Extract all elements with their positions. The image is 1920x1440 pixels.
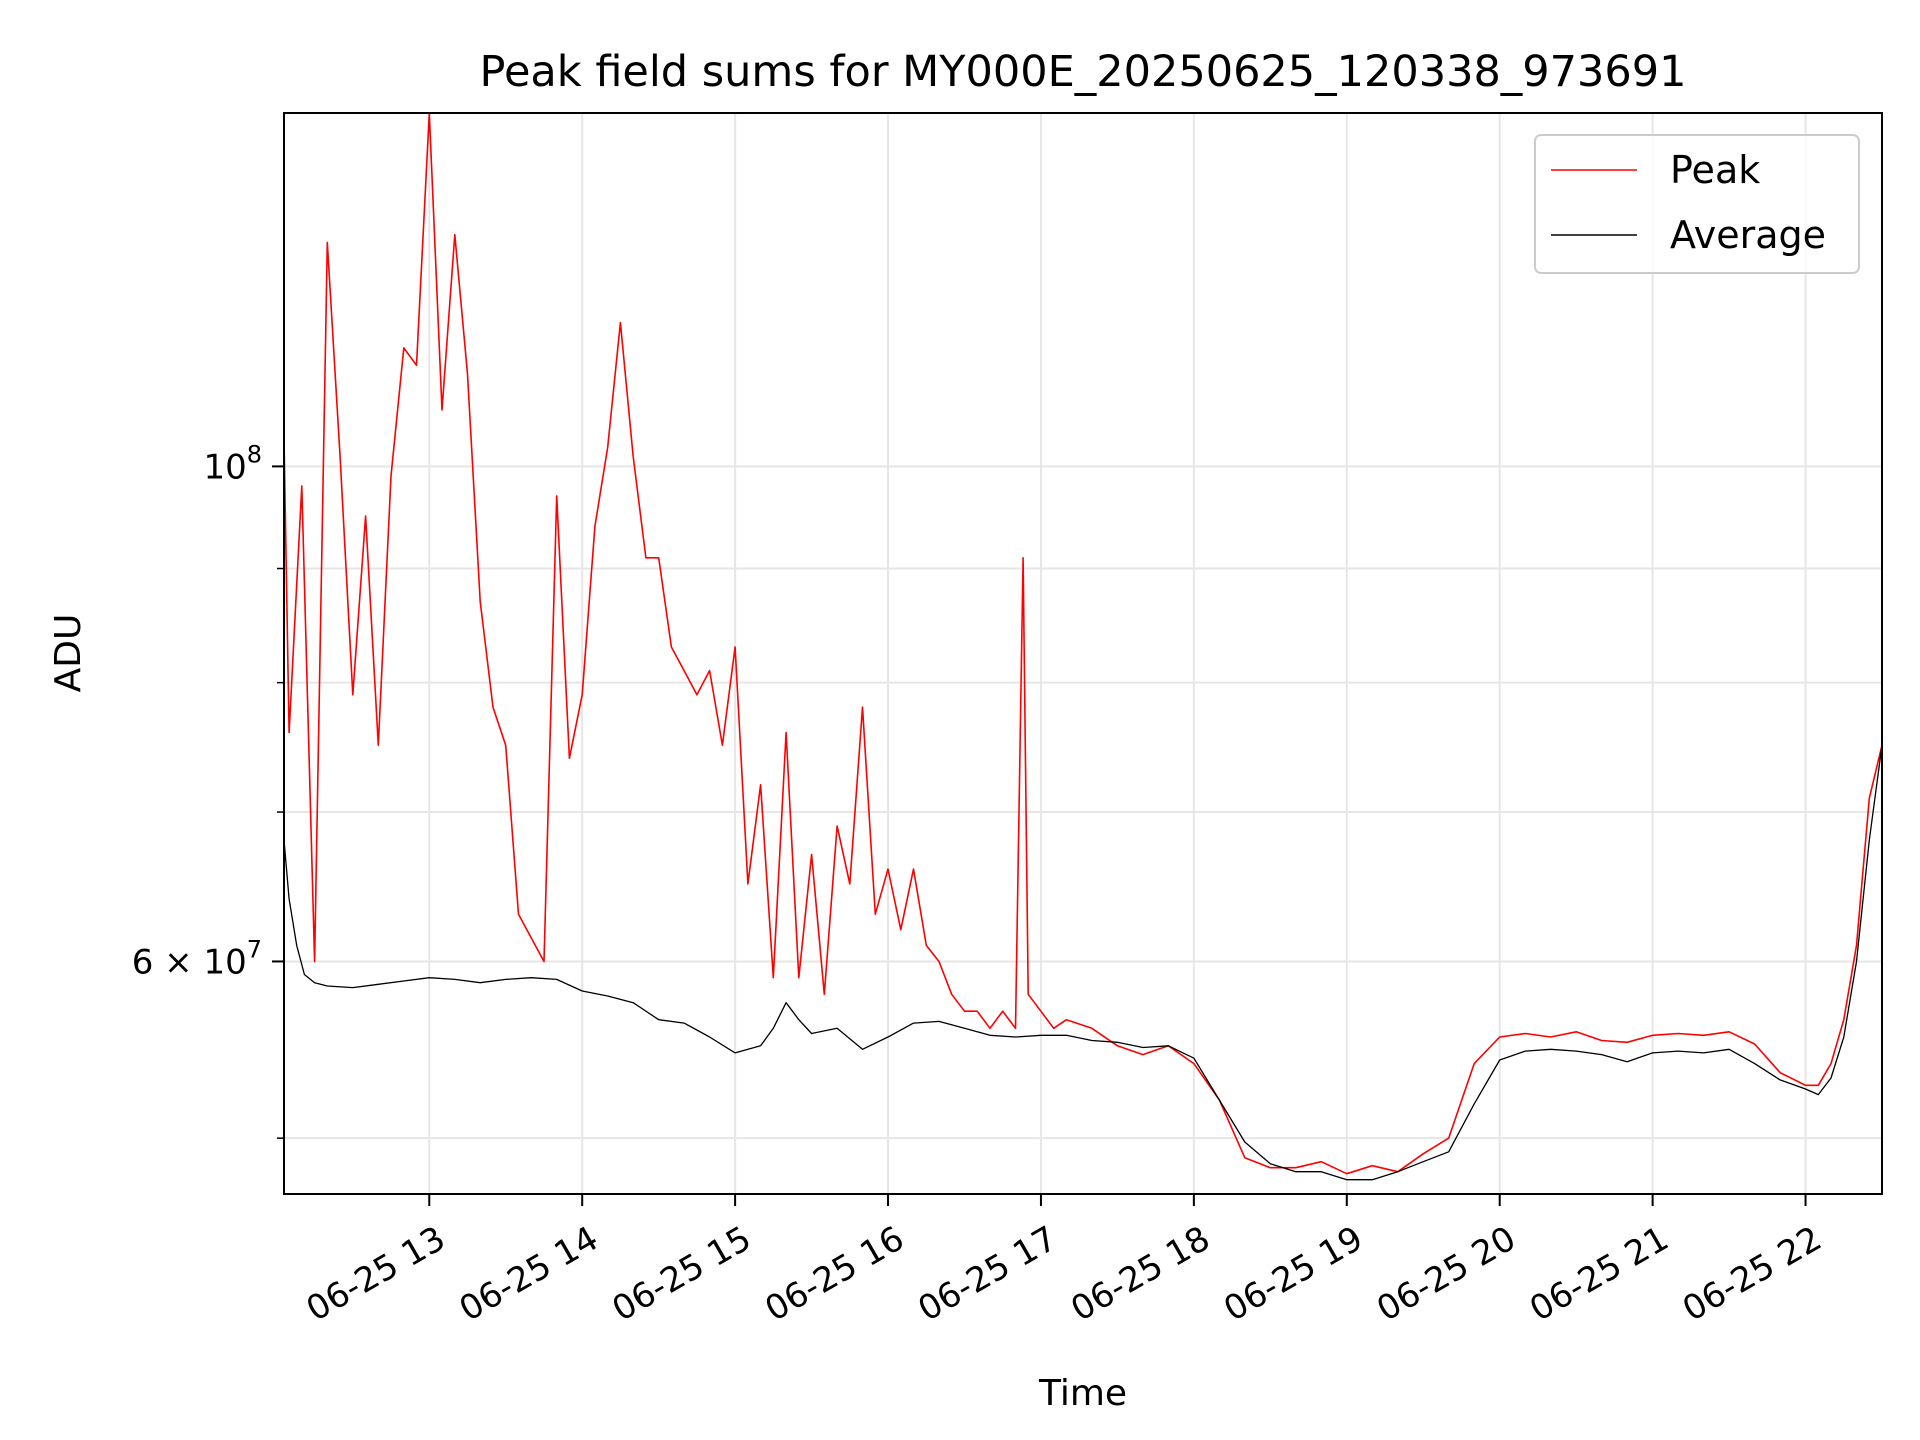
legend-label-peak: Peak: [1670, 148, 1760, 192]
y-tick-label: 108: [203, 440, 262, 487]
series-layer: [283, 112, 1883, 1181]
legend: Peak Average: [1534, 134, 1860, 274]
legend-label-average: Average: [1670, 213, 1826, 257]
y-axis: 108 6 × 107: [132, 440, 284, 1139]
series-line-average: [283, 745, 1883, 1181]
plot-background: [284, 113, 1882, 1194]
chart-title: Peak field sums for MY000E_20250625_1203…: [480, 47, 1687, 97]
x-axis-label: Time: [1038, 1373, 1127, 1414]
y-axis-label: ADU: [48, 614, 89, 693]
grid: [284, 113, 1882, 1194]
plot-frame: [283, 112, 1883, 1195]
series-line-peak: [283, 112, 1883, 1175]
y-tick-label: 6 × 107: [132, 935, 262, 982]
